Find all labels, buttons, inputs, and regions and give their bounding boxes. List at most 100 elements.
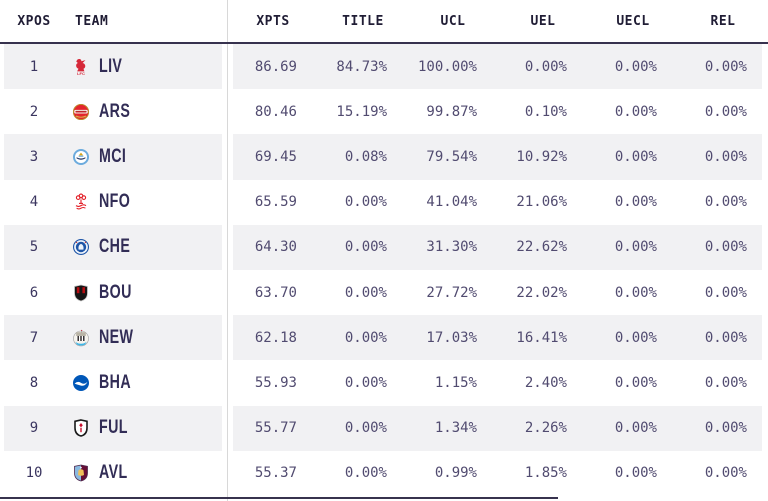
team-label: LIV [99,55,123,77]
ucl-prob: 1.15% [434,375,477,392]
team-cell: NEW [68,327,228,349]
header-xpts[interactable]: XPTS [256,13,290,29]
title-prob: 15.19% [336,103,387,120]
ucl-prob: 1.34% [434,420,477,437]
team-label: BHA [99,371,132,394]
ucl-prob: 31.30% [426,239,477,256]
team-cell: FUL [68,417,228,439]
svg-text:LFC: LFC [77,71,85,76]
xpts-value: 62.18 [254,329,297,346]
team-label: ARS [99,100,131,122]
team-cell: ARS [68,101,228,123]
xpts-value: 69.45 [254,149,297,165]
xpts-value: 55.93 [254,375,297,392]
brighton-crest-icon [73,375,89,392]
title-prob: 0.00% [344,375,387,392]
rel-prob: 0.00% [704,375,747,392]
xpts-value: 55.77 [254,420,297,437]
header-ucl[interactable]: UCL [440,13,466,29]
rel-prob: 0.00% [704,420,747,437]
table-row: 3 MCI 69.45 0.08% 79.54% 10.92% 0.00% 0.… [0,134,768,180]
arsenal-crest-icon [72,103,90,120]
table-row: 4 NFO 65.59 0.00% 41.04% [0,180,768,225]
xpos-value: 1 [29,58,39,75]
team-cell: MCI [68,146,228,168]
xpos-value: 4 [29,194,39,211]
table-row: 9 FUL 55.77 0.00% 1.34% 2.26% 0.00% 0.00… [0,405,768,452]
title-prob: 0.00% [344,465,387,482]
title-prob: 0.00% [344,329,387,346]
header-xpos[interactable]: XPOS [17,13,51,29]
table-row: 10 AVL 55.37 0.00% 0.99% 1.85% 0.00% 0.0… [0,451,768,496]
rel-prob: 0.00% [704,284,747,301]
rel-prob: 0.00% [704,329,747,346]
team-label: NFO [99,190,131,213]
team-cell: NFO [68,191,228,213]
man-city-crest-icon [73,149,89,165]
team-cell: BOU [68,281,228,304]
uel-prob: 22.62% [516,239,567,256]
xpos-value: 3 [29,149,39,165]
title-prob: 0.00% [344,194,387,211]
newcastle-crest-icon [73,329,89,347]
ucl-prob: 79.54% [426,149,477,165]
team-label: CHE [99,236,131,258]
team-label: AVL [99,462,128,484]
team-label: NEW [99,326,134,349]
uecl-prob: 0.00% [614,329,657,346]
liverpool-crest-icon: LFC [76,58,86,76]
ucl-prob: 99.87% [426,103,477,120]
ucl-prob: 17.03% [426,329,477,346]
team-cell: LFC LIV [68,55,228,78]
uel-prob: 21.06% [516,194,567,211]
header-team[interactable]: TEAM [75,13,109,29]
aston-villa-crest-icon [74,465,88,482]
table-body: 1 LFC LIV 86.69 84.73% 100.00% 0.00% 0.0… [0,44,768,496]
fulham-crest-icon [74,419,88,438]
rel-prob: 0.00% [704,239,747,256]
table-row: 2 ARS 80.46 15.19% 99.87% 0.10% 0.00% 0.… [0,89,768,134]
team-cell: CHE [68,236,228,258]
header-rel[interactable]: REL [710,13,736,29]
title-prob: 0.08% [344,149,387,165]
ucl-prob: 100.00% [417,58,477,75]
team-label: BOU [99,281,132,303]
uecl-prob: 0.00% [614,420,657,437]
xpts-value: 86.69 [254,58,297,75]
table-row: 8 BHA 55.93 0.00% 1.15% 2.40% 0.00% 0.00… [0,360,768,405]
rel-prob: 0.00% [704,103,747,120]
uecl-prob: 0.00% [614,103,657,120]
uecl-prob: 0.00% [614,194,657,211]
rel-prob: 0.00% [704,465,747,482]
header-uel[interactable]: UEL [530,13,556,29]
ucl-prob: 41.04% [426,194,477,211]
title-prob: 0.00% [344,284,387,301]
uecl-prob: 0.00% [614,149,657,165]
header-uecl[interactable]: UECL [616,13,650,29]
uel-prob: 0.10% [524,103,567,120]
xpts-value: 55.37 [254,465,297,482]
xpos-value: 8 [29,375,39,392]
chelsea-crest-icon [73,239,89,256]
table-row: 6 BOU 63.70 0.00% 27.72% 22.02% 0.00% 0.… [0,270,768,315]
table-row: 7 NEW 62.18 0.00% 17.03% 16.41% [0,315,768,361]
uel-prob: 2.26% [524,420,567,437]
uel-prob: 2.40% [524,375,567,392]
xpts-value: 65.59 [254,194,297,211]
title-prob: 0.00% [344,420,387,437]
uecl-prob: 0.00% [614,284,657,301]
uecl-prob: 0.00% [614,239,657,256]
uel-prob: 1.85% [524,465,567,482]
header-title[interactable]: TITLE [342,13,384,29]
team-cell: BHA [68,372,228,394]
xpts-value: 63.70 [254,284,297,301]
xpos-value: 7 [29,329,39,346]
xpos-value: 5 [29,239,39,256]
team-cell: AVL [68,462,228,484]
table-row: 5 CHE 64.30 0.00% 31.30% 22.62% 0.00% 0.… [0,224,768,271]
rel-prob: 0.00% [704,58,747,75]
table-header-row: XPOS TEAM XPTS TITLE UCL UEL UECL REL [0,0,768,44]
rel-prob: 0.00% [704,194,747,211]
title-prob: 0.00% [344,239,387,256]
